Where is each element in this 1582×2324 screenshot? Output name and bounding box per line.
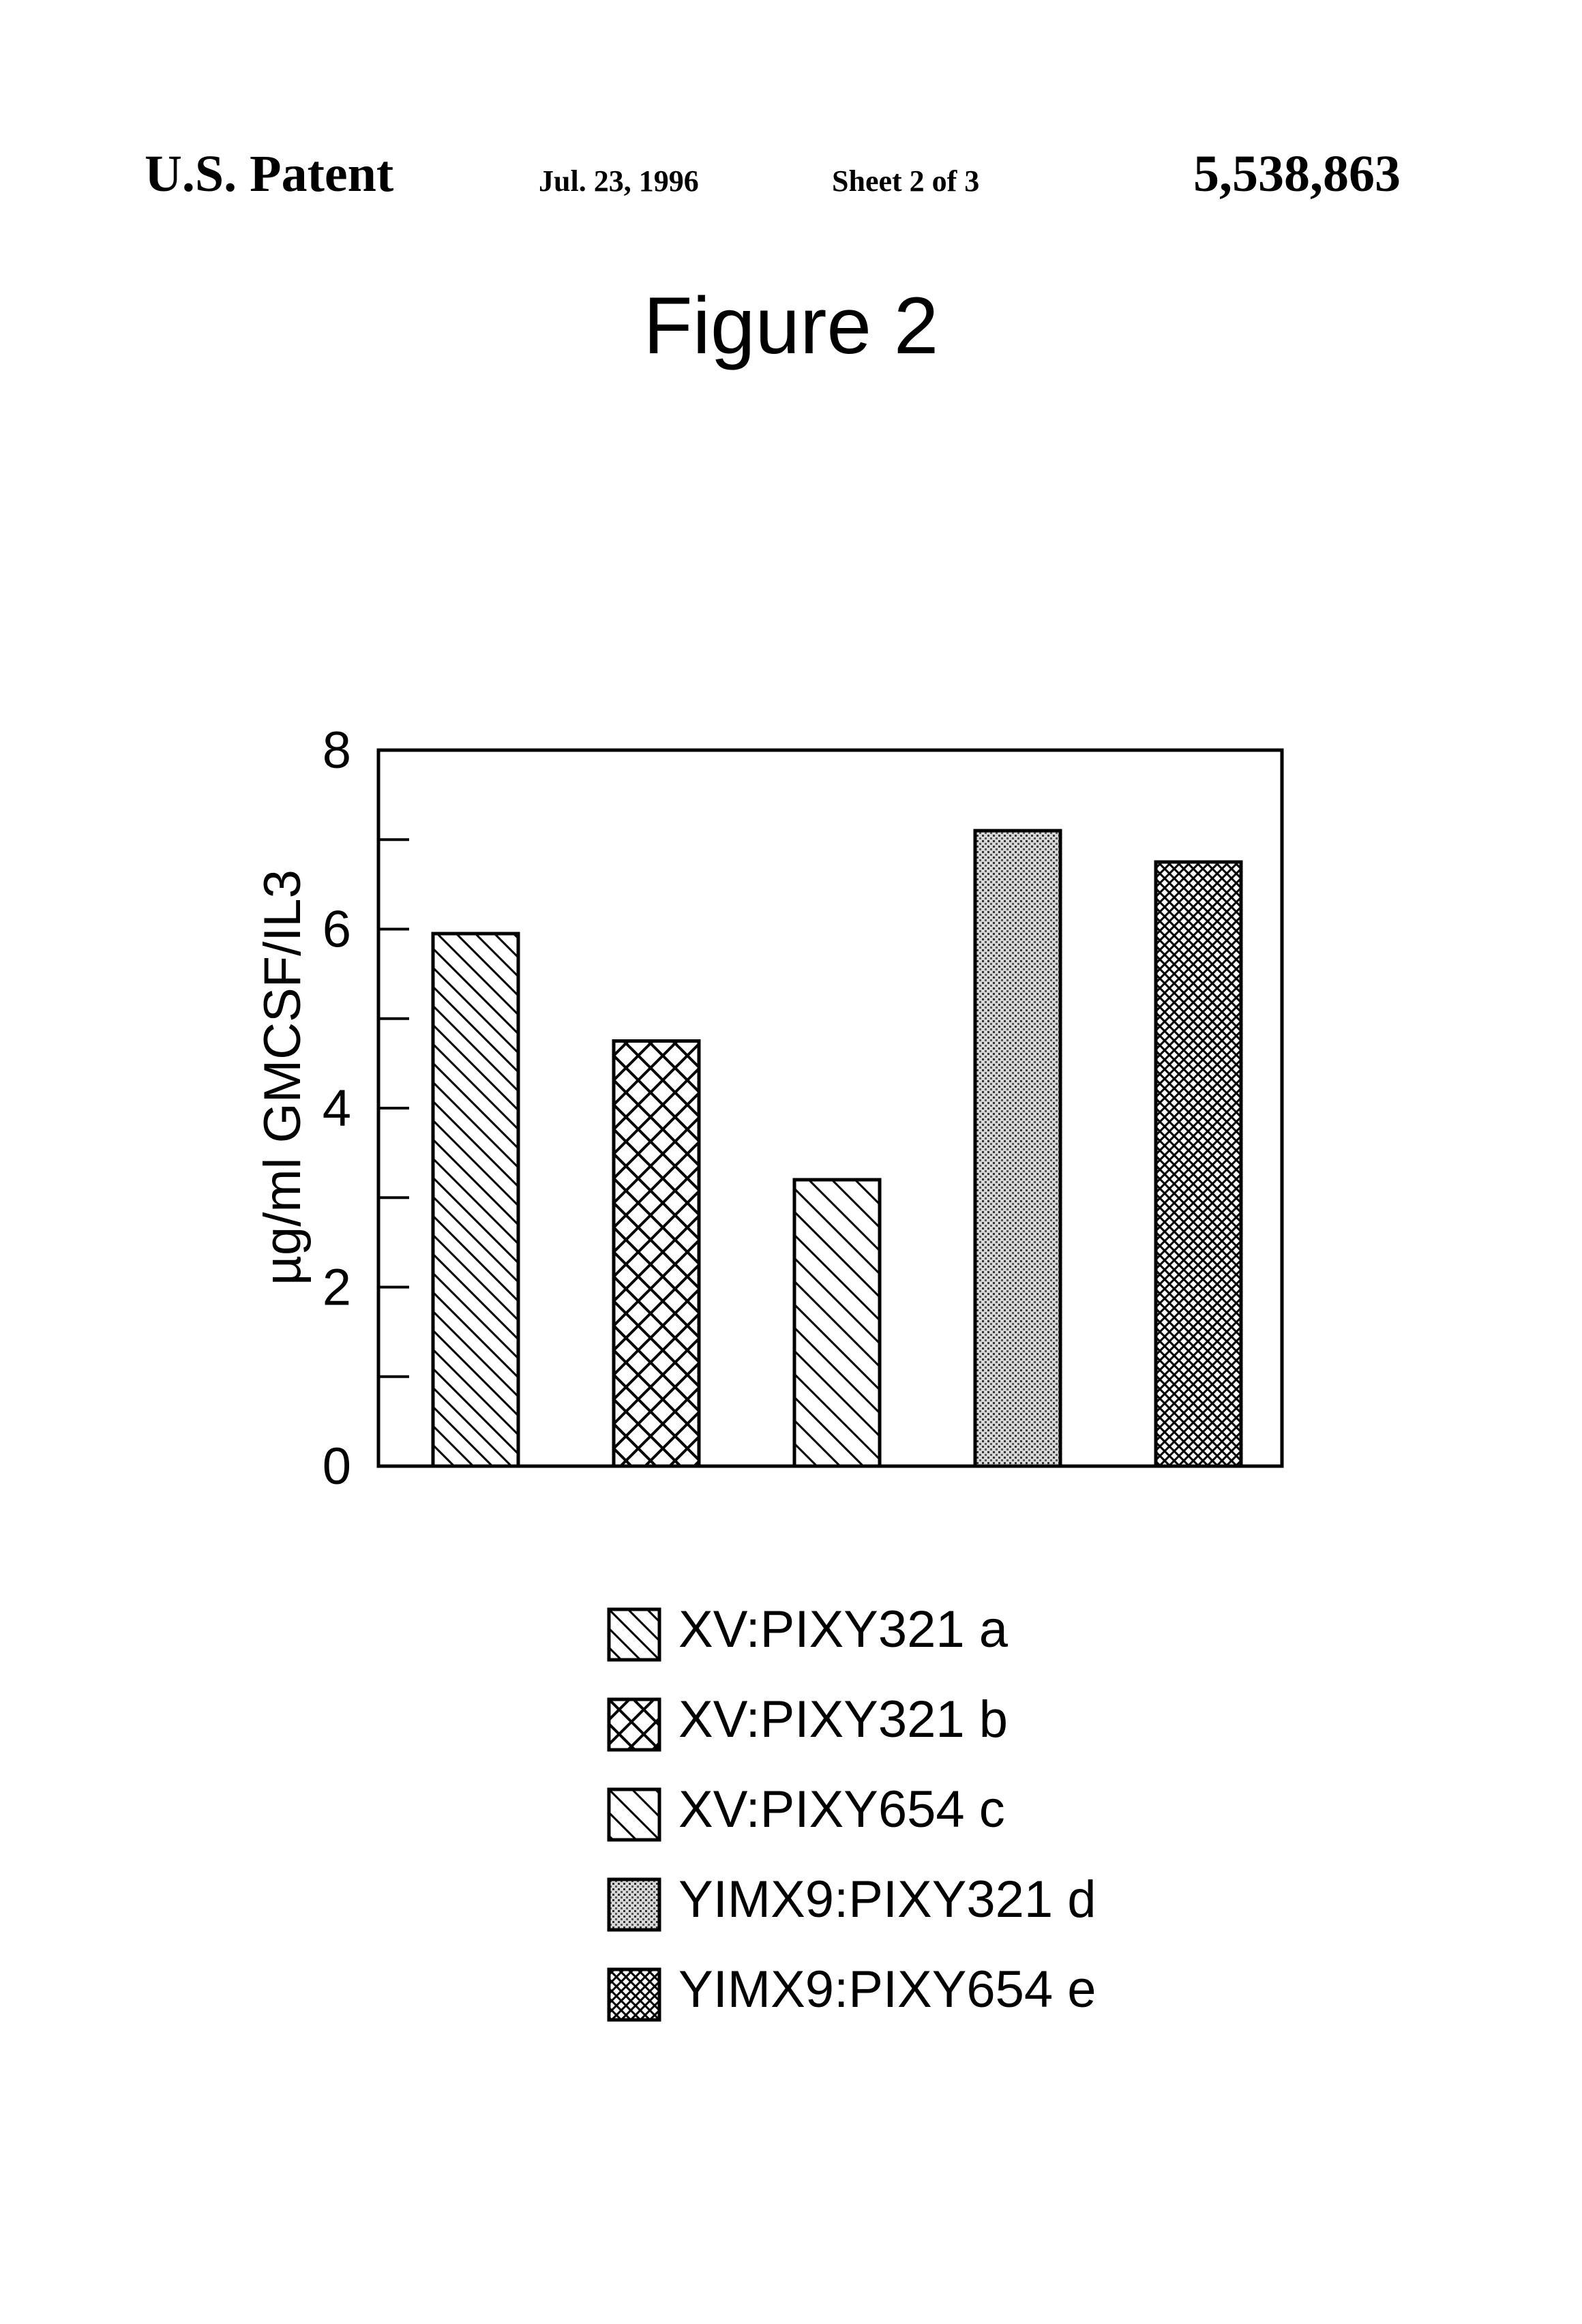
y-tick-label: 4 <box>323 1079 351 1137</box>
legend-swatch <box>607 1877 661 1932</box>
bar-b <box>614 1041 699 1466</box>
y-axis-label: µg/ml GMCSF/IL3 <box>254 869 312 1285</box>
legend-label: YIMX9:PIXY654 e <box>678 1959 1096 2021</box>
bar-e <box>1156 862 1241 1466</box>
y-tick-label: 8 <box>323 721 351 779</box>
legend-swatch <box>607 1967 661 2022</box>
legend-label: YIMX9:PIXY321 d <box>678 1869 1096 1931</box>
bar-a <box>433 934 518 1466</box>
legend-label: XV:PIXY654 c <box>678 1779 1005 1841</box>
legend-label: XV:PIXY321 a <box>678 1599 1008 1660</box>
y-tick-label: 6 <box>323 901 351 959</box>
bar-c <box>794 1180 880 1466</box>
legend-label: XV:PIXY321 b <box>678 1689 1008 1751</box>
legend-swatch <box>607 1787 661 1842</box>
bar-d <box>975 831 1060 1466</box>
bar-chart: 0 2 4 6 8 µg/ml GMCSF/IL3 <box>0 0 1582 1534</box>
legend-swatch <box>607 1697 661 1752</box>
y-tick-label: 0 <box>323 1437 351 1495</box>
y-tick-label: 2 <box>323 1259 351 1317</box>
legend-swatch <box>607 1607 661 1662</box>
